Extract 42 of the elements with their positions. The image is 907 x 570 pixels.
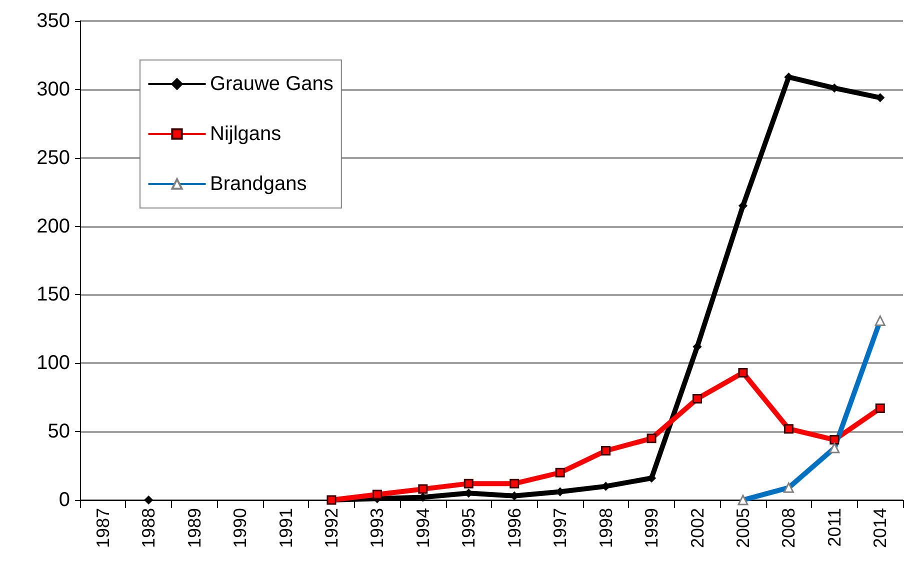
point bbox=[784, 424, 794, 434]
x-tick-label: 1998 bbox=[596, 508, 616, 548]
x-tick-label: 2005 bbox=[732, 508, 753, 548]
y-tick-label: 250 bbox=[36, 146, 70, 169]
legend-label: Grauwe Gans bbox=[210, 73, 334, 95]
x-tick-label: 2008 bbox=[778, 508, 799, 548]
x-tick-label: 1989 bbox=[184, 508, 204, 548]
point bbox=[372, 490, 382, 500]
point bbox=[510, 478, 520, 488]
point bbox=[144, 496, 153, 504]
point bbox=[601, 446, 611, 456]
point bbox=[418, 484, 428, 494]
x-tick-label: 1993 bbox=[367, 508, 388, 548]
y-tick-label: 50 bbox=[48, 420, 70, 443]
x-tick-label: 1995 bbox=[458, 508, 479, 548]
x-tick-label: 1990 bbox=[230, 508, 250, 548]
y-tick-label: 150 bbox=[36, 284, 70, 306]
point bbox=[555, 468, 565, 478]
y-tick-label: 300 bbox=[36, 78, 70, 100]
legend-label: Nijlgans bbox=[210, 123, 282, 145]
x-tick-label: 2002 bbox=[687, 508, 708, 548]
y-tick-label: 100 bbox=[36, 352, 70, 374]
x-tick-label: 1996 bbox=[504, 508, 524, 548]
y-tick-label: 350 bbox=[36, 10, 70, 32]
point bbox=[875, 404, 885, 414]
y-tick-label: 200 bbox=[36, 215, 70, 238]
x-tick-label: 2014 bbox=[870, 508, 890, 548]
point bbox=[646, 434, 656, 444]
x-tick-label: 1999 bbox=[642, 508, 662, 548]
x-tick-label: 1997 bbox=[550, 508, 570, 548]
y-tick-label: 0 bbox=[58, 489, 70, 511]
x-tick-label: 1991 bbox=[276, 508, 296, 548]
x-tick-label: 1994 bbox=[412, 508, 433, 548]
x-tick-label: 1988 bbox=[138, 508, 159, 548]
point bbox=[464, 478, 474, 488]
legend-label: Brandgans bbox=[210, 173, 307, 195]
point bbox=[738, 368, 748, 378]
x-tick-label: 2011 bbox=[824, 508, 844, 547]
point bbox=[830, 435, 840, 445]
x-tick-label: 1992 bbox=[321, 508, 342, 548]
point bbox=[692, 394, 702, 404]
x-tick-label: 1987 bbox=[92, 508, 113, 548]
